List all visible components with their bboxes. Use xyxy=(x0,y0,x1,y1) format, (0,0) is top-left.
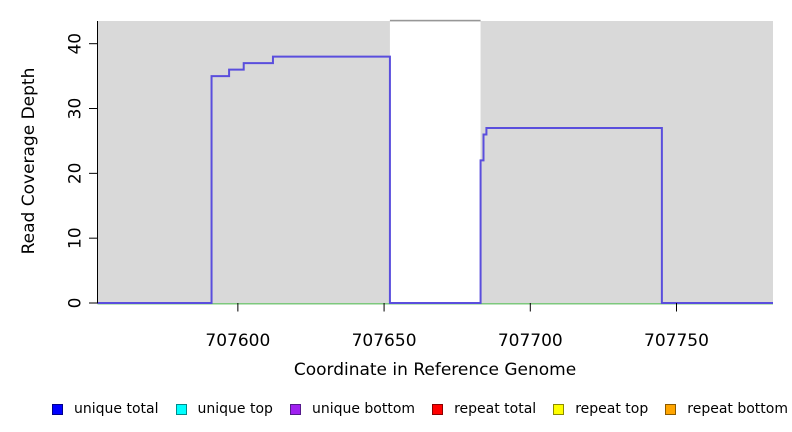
legend-label: unique top xyxy=(197,401,273,417)
x-tick-label: 707650 xyxy=(352,331,417,351)
legend-label: repeat total xyxy=(454,401,537,417)
x-axis-title: Coordinate in Reference Genome xyxy=(293,360,577,380)
legend-label: repeat top xyxy=(575,401,649,417)
legend-swatch-icon xyxy=(553,403,565,415)
y-tick-label: 40 xyxy=(66,33,86,55)
legend-swatch-icon xyxy=(52,403,63,415)
legend-swatch-icon xyxy=(175,403,187,415)
legend-swatch-icon xyxy=(289,403,301,415)
legend-swatch-icon xyxy=(432,403,444,415)
legend-item: unique top xyxy=(175,401,273,417)
legend-swatch-icon xyxy=(665,403,677,415)
y-tick-label: 30 xyxy=(66,98,86,120)
coverage-step-line xyxy=(97,55,773,304)
y-tick-label: 0 xyxy=(66,298,86,309)
legend-item: repeat bottom xyxy=(665,401,788,417)
y-tick-label: 10 xyxy=(66,227,86,249)
y-axis-title: Read Coverage Depth xyxy=(19,67,39,255)
y-tick-label: 20 xyxy=(66,163,86,185)
legend-item: unique bottom xyxy=(289,401,416,417)
shaded-region xyxy=(480,21,773,303)
legend-label: unique total xyxy=(74,401,159,417)
legend-item: repeat top xyxy=(553,401,648,417)
legend-item: repeat total xyxy=(432,401,536,417)
x-tick-label: 707600 xyxy=(205,331,270,351)
gap-top-border xyxy=(389,19,481,22)
legend-label: unique bottom xyxy=(311,401,416,417)
legend-item: unique total xyxy=(52,401,158,417)
x-tick-label: 707700 xyxy=(498,331,563,351)
legend-label: repeat bottom xyxy=(687,401,788,417)
x-tick-label: 707750 xyxy=(644,331,709,351)
legend: unique total unique top unique bottom repea… xyxy=(52,398,788,420)
